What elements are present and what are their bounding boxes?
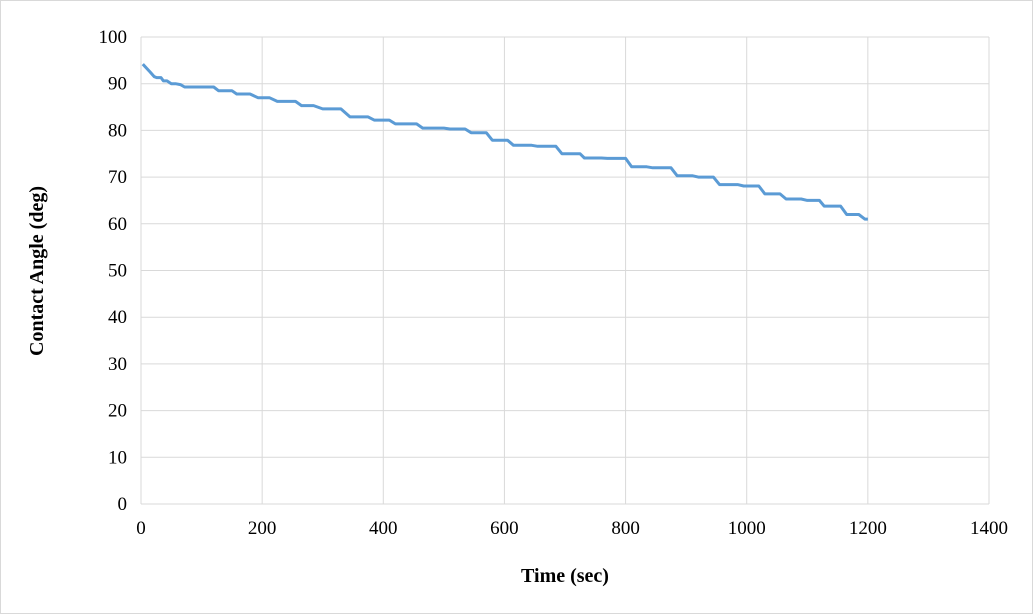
x-axis-title: Time (sec) bbox=[521, 565, 609, 587]
y-tick-labels: 0 10 20 30 40 50 60 70 80 90 100 bbox=[99, 27, 128, 515]
x-tick-labels: 0 200 400 600 800 1000 1200 1400 bbox=[136, 518, 1008, 539]
series-line-contact-angle bbox=[141, 63, 868, 221]
x-tick-label: 800 bbox=[611, 518, 640, 539]
x-tick-label: 600 bbox=[490, 518, 519, 539]
x-tick-label: 0 bbox=[136, 518, 146, 539]
x-tick-label: 1200 bbox=[849, 518, 887, 539]
y-tick-label: 80 bbox=[108, 120, 127, 141]
y-tick-label: 50 bbox=[108, 261, 127, 282]
x-tick-label: 200 bbox=[248, 518, 277, 539]
x-tick-label: 1000 bbox=[728, 518, 766, 539]
x-tick-label: 400 bbox=[369, 518, 398, 539]
y-tick-label: 10 bbox=[108, 447, 127, 468]
y-tick-label: 40 bbox=[108, 307, 127, 328]
y-tick-label: 0 bbox=[118, 494, 128, 515]
y-tick-label: 30 bbox=[108, 354, 127, 375]
y-axis-title: Contact Angle (deg) bbox=[26, 186, 48, 356]
y-tick-label: 60 bbox=[108, 214, 127, 235]
gridlines bbox=[140, 36, 990, 505]
y-tick-label: 90 bbox=[108, 74, 127, 95]
y-tick-label: 70 bbox=[108, 167, 127, 188]
y-tick-label: 20 bbox=[108, 401, 127, 422]
x-tick-label: 1400 bbox=[970, 518, 1008, 539]
y-tick-label: 100 bbox=[99, 27, 128, 48]
